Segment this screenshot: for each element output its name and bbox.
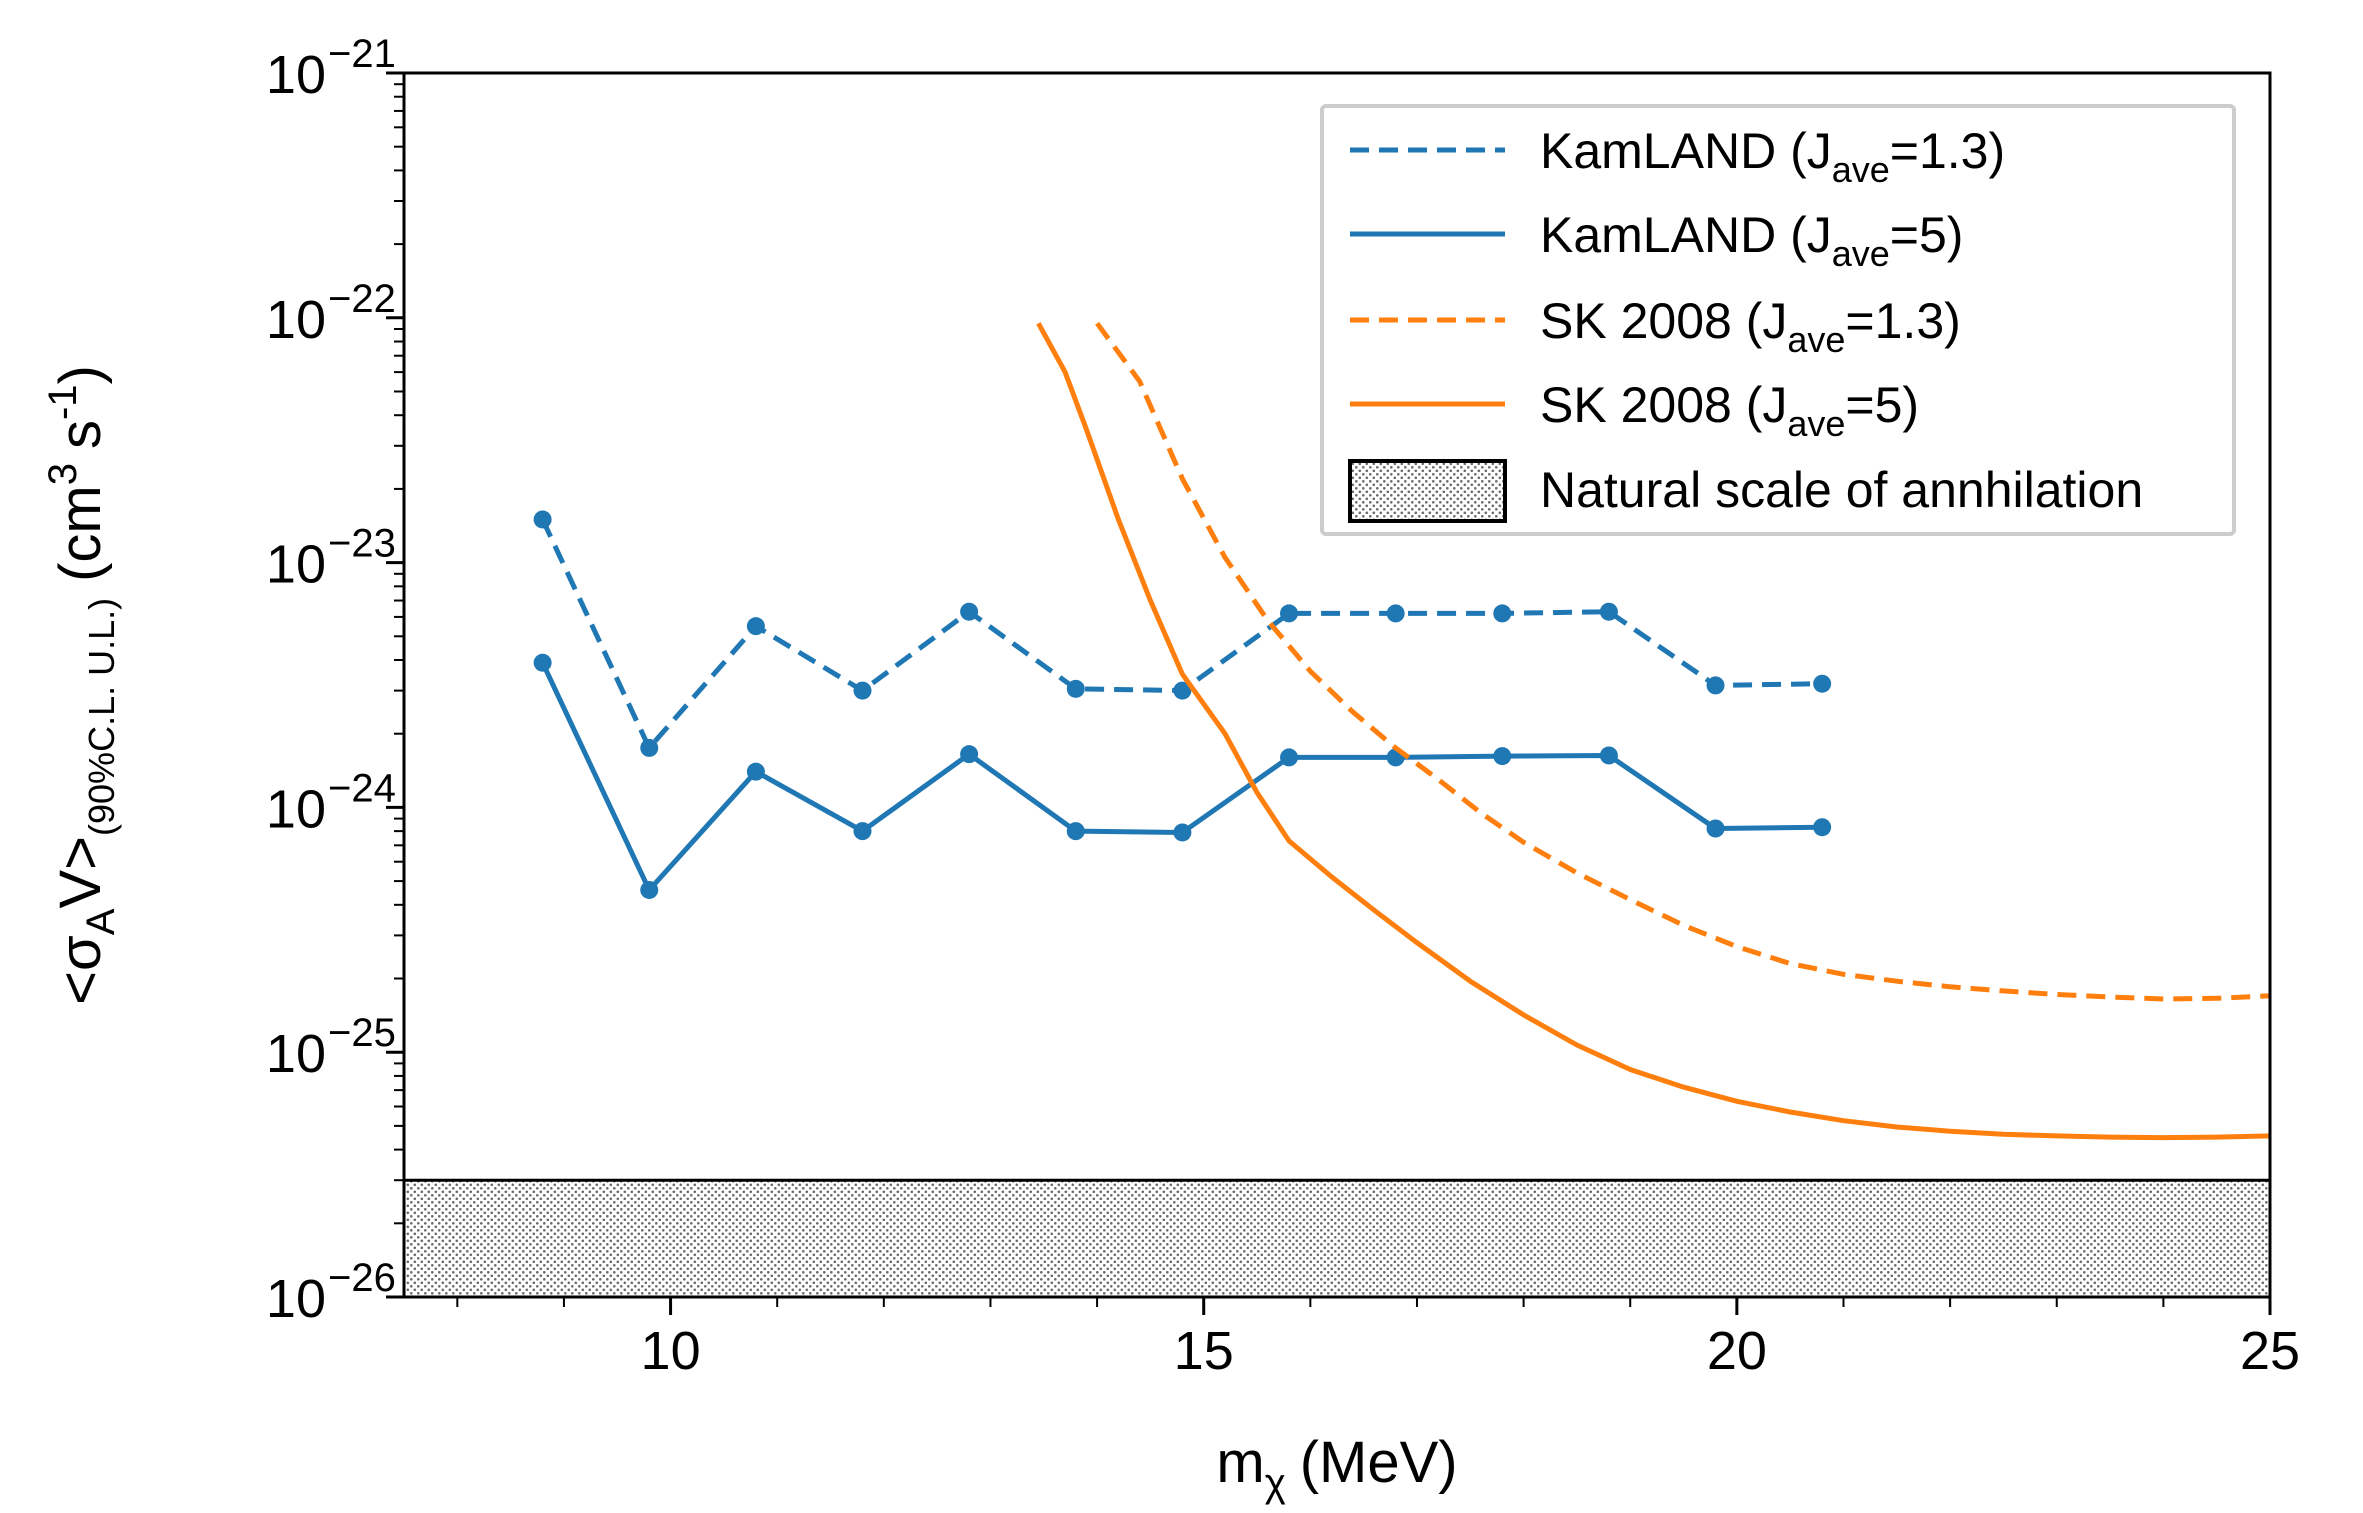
y-axis-label-unit-exp: 3	[41, 463, 85, 485]
plot-frame	[402, 71, 2272, 1299]
x-tick-label-10: 10	[641, 1321, 701, 1381]
y-axis-label-unit-close: )	[48, 365, 113, 384]
y-axis-label-unit-s: s	[48, 420, 113, 449]
point-kamland-13-11	[1706, 676, 1725, 695]
legend-label-band: Natural scale of annhilation	[1540, 462, 2143, 518]
y-tick-label--23: 10	[266, 535, 326, 595]
legend-label-sk-5-end: =5)	[1845, 377, 1919, 433]
y-axis-label-unit-open: (cm	[48, 485, 113, 582]
y-tick-exponent--23: −23	[328, 522, 396, 566]
point-kamland-5-5	[1066, 822, 1085, 841]
series-line-kamland-13	[540, 518, 1823, 751]
point-kamland-13-4	[960, 602, 979, 621]
legend-label-kamland-13-end: =1.3)	[1890, 123, 2005, 179]
y-tick-label--25: 10	[266, 1024, 326, 1084]
point-kamland-13-10	[1599, 602, 1618, 621]
legend-label-sk-5-sub: ave	[1787, 403, 1845, 444]
y-tick-exponent--22: −22	[328, 277, 396, 321]
legend-label-sk-5: SK 2008 (Jave=5)	[1540, 377, 1919, 444]
point-kamland-13-8	[1386, 604, 1405, 623]
point-kamland-13-5	[1066, 679, 1085, 698]
x-axis-label: mχ (MeV)	[1216, 1430, 1457, 1505]
y-tick-label--22: 10	[266, 290, 326, 350]
point-kamland-5-12	[1813, 818, 1832, 837]
x-axis-label-unit: (MeV)	[1300, 1430, 1458, 1495]
legend-label-sk-13: SK 2008 (Jave=1.3)	[1540, 293, 1961, 360]
legend-label-sk-13-end: =1.3)	[1845, 293, 1960, 349]
y-tick-label--26: 10	[266, 1269, 326, 1329]
legend-label-kamland-5: KamLAND (Jave=5)	[1540, 207, 1963, 274]
x-tick-label-25: 25	[2240, 1321, 2300, 1381]
series-line-sk-5	[1036, 322, 2270, 1141]
y-tick-exponent--21: −21	[328, 32, 396, 76]
point-kamland-13-2	[746, 617, 765, 636]
x-axis-label-m: m	[1216, 1430, 1264, 1495]
point-kamland-5-9	[1493, 747, 1512, 766]
point-kamland-13-7	[1280, 604, 1299, 623]
legend-swatch-band	[1348, 459, 1507, 523]
y-tick-label--21: 10	[266, 45, 326, 105]
y-tick-exponent--24: −24	[328, 766, 396, 810]
y-axis-label-unit-exp2: -1	[41, 384, 85, 420]
y-axis-label-open: <σ	[48, 935, 113, 1005]
point-kamland-13-9	[1493, 604, 1512, 623]
point-kamland-5-0	[533, 653, 552, 672]
legend: KamLAND (Jave=1.3) KamLAND (Jave=5) SK 2…	[1320, 104, 2236, 536]
y-axis-label-v: V>	[48, 836, 113, 909]
series-layer	[533, 321, 2270, 1141]
legend-box	[1320, 104, 2236, 536]
y-axis-label-sub-a: A	[79, 908, 123, 935]
legend-label-sk-13-sub: ave	[1787, 319, 1845, 360]
legend-label-sk-5-name: SK 2008 (J	[1540, 377, 1787, 433]
legend-label-kamland-13-name: KamLAND (J	[1540, 123, 1832, 179]
y-tick-exponent--25: −25	[328, 1011, 396, 1055]
point-kamland-13-6	[1173, 681, 1192, 700]
x-tick-label-15: 15	[1174, 1321, 1234, 1381]
x-axis-label-sub: χ	[1265, 1461, 1286, 1505]
point-kamland-13-12	[1813, 674, 1832, 693]
legend-label-sk-13-name: SK 2008 (J	[1540, 293, 1787, 349]
point-kamland-5-7	[1280, 748, 1299, 767]
point-kamland-5-1	[640, 880, 659, 899]
y-axis-label-sub-cl: (90%C.L. U.L.)	[81, 598, 122, 836]
point-kamland-5-4	[960, 745, 979, 764]
y-tick-label--24: 10	[266, 779, 326, 839]
point-kamland-5-10	[1599, 746, 1618, 765]
point-kamland-13-1	[640, 738, 659, 757]
point-kamland-13-0	[533, 510, 552, 529]
legend-label-kamland-13: KamLAND (Jave=1.3)	[1540, 123, 2005, 190]
point-kamland-5-2	[746, 762, 765, 781]
point-kamland-5-11	[1706, 819, 1725, 838]
x-tick-label-20: 20	[1707, 1321, 1767, 1381]
natural-scale-band	[404, 1180, 2270, 1297]
point-kamland-5-6	[1173, 823, 1192, 842]
legend-label-kamland-13-sub: ave	[1832, 149, 1890, 190]
legend-label-kamland-5-name: KamLAND (J	[1540, 207, 1832, 263]
y-tick-exponent--26: −26	[328, 1256, 396, 1300]
point-kamland-5-3	[853, 822, 872, 841]
legend-label-kamland-5-end: =5)	[1890, 207, 1964, 263]
point-kamland-13-3	[853, 681, 872, 700]
legend-label-kamland-5-sub: ave	[1832, 233, 1890, 274]
y-axis-label: <σAV>(90%C.L. U.L.) (cm3 s-1)	[41, 365, 123, 1005]
